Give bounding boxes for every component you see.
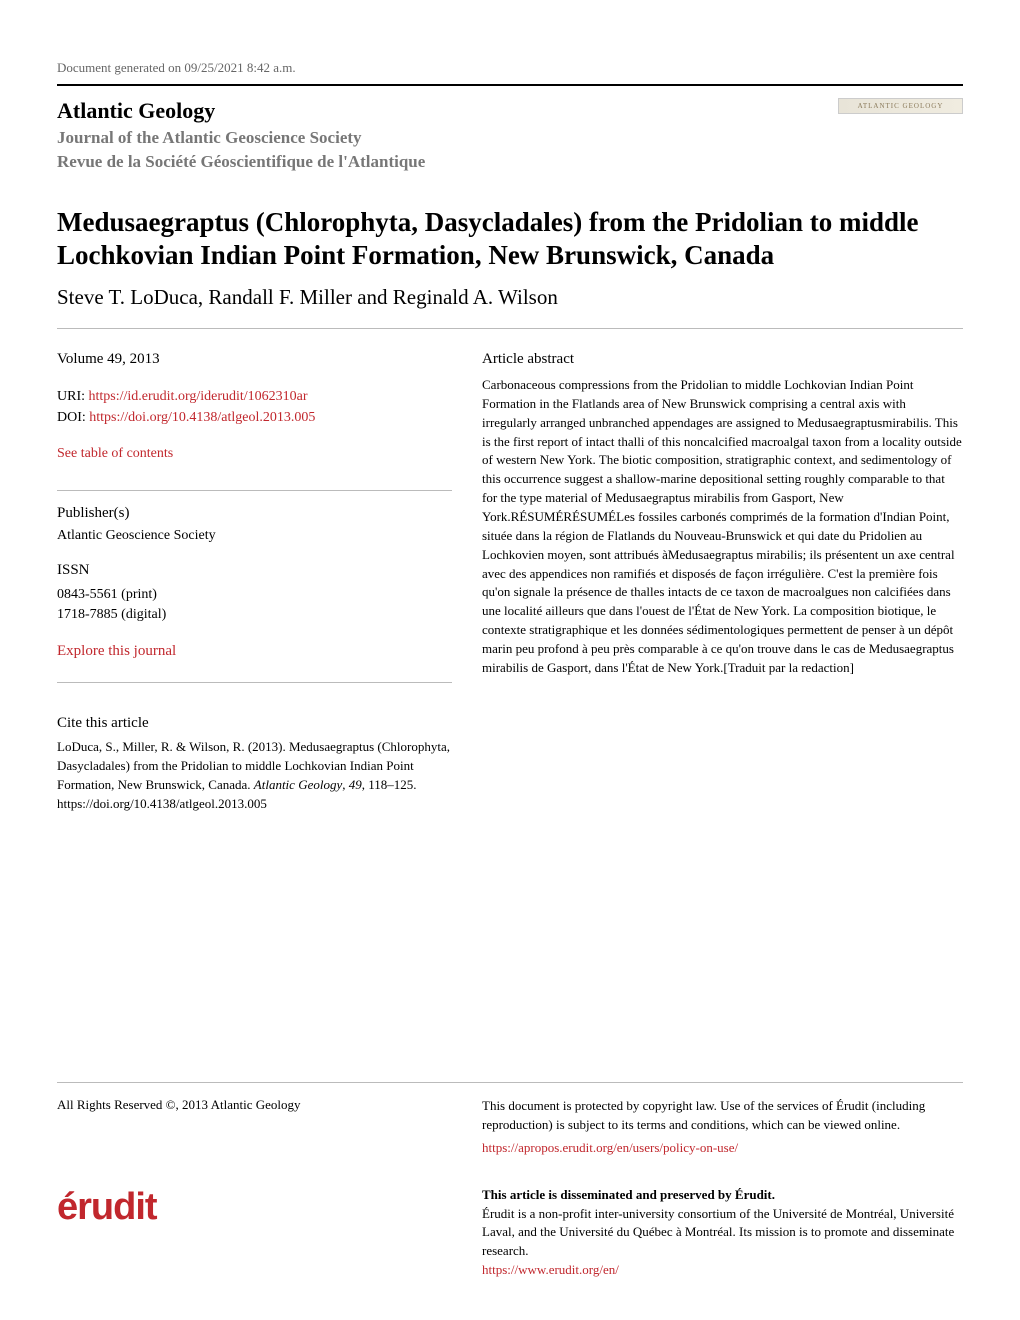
publisher-name: Atlantic Geoscience Society bbox=[57, 528, 452, 544]
article-title: Medusaegraptus (Chlorophyta, Dasycladale… bbox=[57, 206, 963, 274]
footer-row-2: érudit This article is disseminated and … bbox=[57, 1186, 963, 1280]
publisher-label: Publisher(s) bbox=[57, 505, 452, 522]
cite-volume: 49 bbox=[349, 777, 362, 792]
cite-text: LoDuca, S., Miller, R. & Wilson, R. (201… bbox=[57, 738, 452, 813]
volume-info: Volume 49, 2013 bbox=[57, 351, 452, 368]
footer-rule bbox=[57, 1082, 963, 1083]
footer: All Rights Reserved ©, 2013 Atlantic Geo… bbox=[57, 1082, 963, 1280]
journal-title: Atlantic Geology bbox=[57, 98, 838, 124]
top-rule bbox=[57, 84, 963, 86]
issn-digital: 1718-7885 (digital) bbox=[57, 605, 452, 625]
uri-label: URI: bbox=[57, 389, 89, 404]
toc-link[interactable]: See table of contents bbox=[57, 446, 452, 462]
policy-link[interactable]: https://apropos.erudit.org/en/users/poli… bbox=[482, 1140, 738, 1155]
cite-label: Cite this article bbox=[57, 715, 452, 732]
doi-label: DOI: bbox=[57, 410, 89, 425]
rule-before-publisher bbox=[57, 490, 452, 491]
abstract-label: Article abstract bbox=[482, 351, 963, 368]
uri-link[interactable]: https://id.erudit.org/iderudit/1062310ar bbox=[89, 389, 308, 404]
journal-block: Atlantic Geology Journal of the Atlantic… bbox=[57, 98, 838, 174]
uri-block: URI: https://id.erudit.org/iderudit/1062… bbox=[57, 386, 452, 428]
erudit-logo-container: érudit bbox=[57, 1186, 452, 1280]
erudit-logo[interactable]: érudit bbox=[57, 1186, 452, 1229]
footer-row-1: All Rights Reserved ©, 2013 Atlantic Geo… bbox=[57, 1097, 963, 1158]
protect-text: This document is protected by copyright … bbox=[482, 1097, 963, 1135]
journal-logo: ATLANTIC GEOLOGY bbox=[838, 98, 963, 114]
doi-link[interactable]: https://doi.org/10.4138/atlgeol.2013.005 bbox=[89, 410, 315, 425]
article-authors: Steve T. LoDuca, Randall F. Miller and R… bbox=[57, 285, 963, 310]
erudit-description: Érudit is a non-profit inter-university … bbox=[482, 1205, 963, 1262]
rule-after-authors bbox=[57, 328, 963, 329]
journal-subtitle-2: Revue de la Société Géoscientifique de l… bbox=[57, 150, 838, 174]
copyright-text: All Rights Reserved ©, 2013 Atlantic Geo… bbox=[57, 1097, 452, 1158]
right-column: Article abstract Carbonaceous compressio… bbox=[482, 351, 963, 814]
two-column-layout: Volume 49, 2013 URI: https://id.erudit.o… bbox=[57, 351, 963, 814]
footer-right-2: This article is disseminated and preserv… bbox=[482, 1186, 963, 1280]
explore-journal-link[interactable]: Explore this journal bbox=[57, 643, 176, 659]
generated-date: Document generated on 09/25/2021 8:42 a.… bbox=[57, 60, 963, 76]
footer-right-1: This document is protected by copyright … bbox=[482, 1097, 963, 1158]
journal-subtitle-1: Journal of the Atlantic Geoscience Socie… bbox=[57, 126, 838, 150]
erudit-link[interactable]: https://www.erudit.org/en/ bbox=[482, 1262, 619, 1277]
header-row: Atlantic Geology Journal of the Atlantic… bbox=[57, 98, 963, 174]
issn-print: 0843-5561 (print) bbox=[57, 585, 452, 605]
disseminated-text: This article is disseminated and preserv… bbox=[482, 1186, 963, 1205]
issn-label: ISSN bbox=[57, 562, 452, 579]
cite-journal-name: Atlantic Geology bbox=[254, 777, 342, 792]
rule-before-cite bbox=[57, 682, 452, 683]
abstract-text: Carbonaceous compressions from the Prido… bbox=[482, 376, 963, 678]
left-column: Volume 49, 2013 URI: https://id.erudit.o… bbox=[57, 351, 452, 814]
issn-values: 0843-5561 (print) 1718-7885 (digital) bbox=[57, 585, 452, 624]
